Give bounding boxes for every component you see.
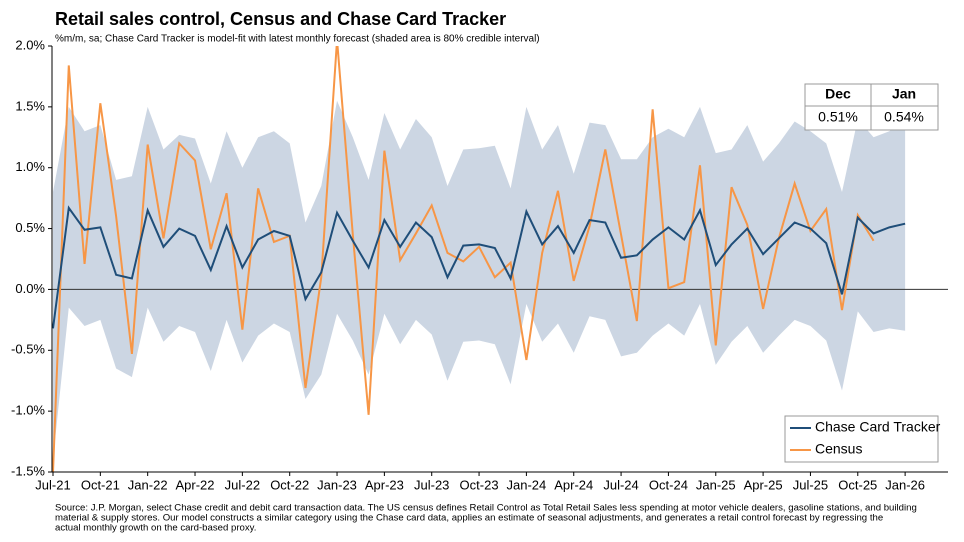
x-tick-label: Jan-22 [128,477,168,492]
legend: Chase Card Tracker Census [784,415,941,463]
legend-frame [784,415,939,463]
y-tick-label: 2.0% [15,37,45,52]
source-note: Source: J.P. Morgan, select Chase credit… [55,503,917,534]
chart-subtitle: %m/m, sa; Chase Card Tracker is model-fi… [55,34,540,45]
source-line: Source: J.P. Morgan, select Chase credit… [55,503,917,514]
x-tick-label: Jul-21 [35,477,70,492]
x-tick-label: Apr-22 [176,477,215,492]
x-tick-label: Oct-22 [270,477,309,492]
x-tick-label: Apr-25 [744,477,783,492]
x-tick-label: Jan-23 [317,477,357,492]
x-tick-label: Jul-22 [225,477,260,492]
x-tick-label: Oct-23 [460,477,499,492]
series-line [52,205,906,329]
x-tick-label: Apr-23 [365,477,404,492]
legend-label: Chase Card Tracker [815,419,941,435]
y-tick-label: 1.5% [15,98,45,113]
x-tick-label: Jul-24 [603,477,638,492]
series-line [52,46,875,472]
chart-title: Retail sales control, Census and Chase C… [55,9,506,29]
legend-label: Census [815,441,862,457]
y-tick-label: 1.0% [15,159,45,174]
source-line: material & supply stores. Our model cons… [55,513,883,524]
x-tick-label: Oct-25 [838,477,877,492]
y-tick-label: -1.5% [11,463,45,478]
plot-area [52,46,948,472]
y-tick-label: 0.5% [15,220,45,235]
summary-table: Dec Jan 0.51% 0.54% [804,83,939,131]
y-tick-label: -0.5% [11,342,45,357]
axes: -1.5% -1.0% -0.5% 0.0% 0.5% 1.0% 1.5% 2.0% Jul-2… [11,37,948,492]
y-tick-label: 0.0% [15,281,45,296]
table-cell: 0.54% [884,109,924,125]
table-header: Jan [892,86,916,102]
source-line: actual monthly growth on the card-based … [55,523,256,534]
y-tick-label: -1.0% [11,403,45,418]
x-tick-label: Apr-24 [554,477,593,492]
x-tick-label: Oct-24 [649,477,688,492]
x-tick-label: Jan-24 [507,477,547,492]
table-header: Dec [825,86,851,102]
x-tick-label: Jan-25 [696,477,736,492]
x-tick-label: Jul-25 [793,477,828,492]
credible-band [53,100,906,460]
x-tick-label: Jan-26 [885,477,925,492]
x-tick-label: Oct-21 [81,477,120,492]
table-cell: 0.51% [818,109,858,125]
x-tick-label: Jul-23 [414,477,449,492]
